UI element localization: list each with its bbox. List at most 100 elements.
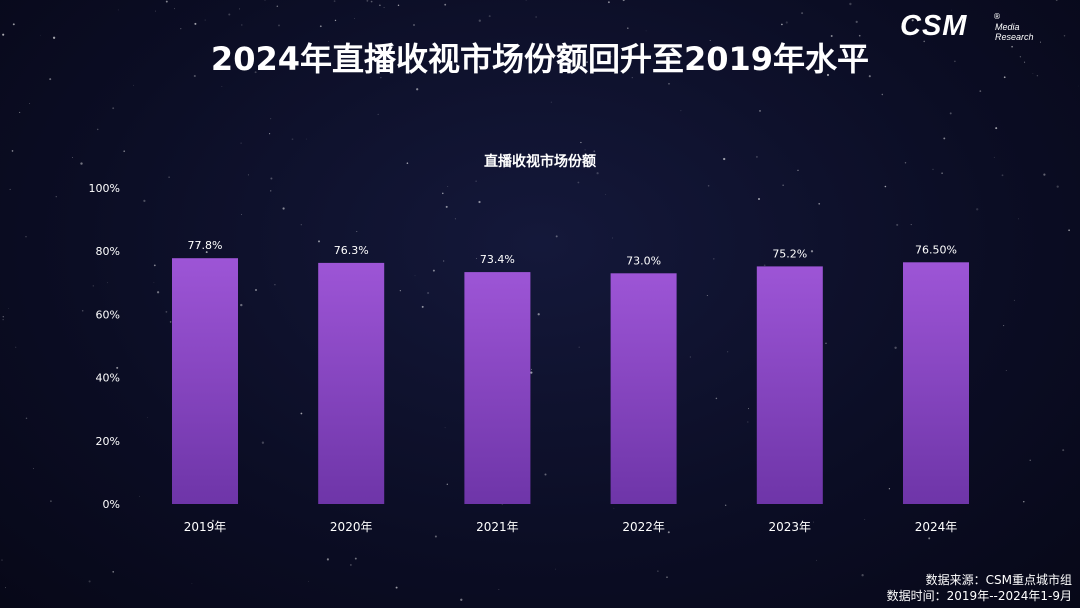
star <box>785 21 788 24</box>
data-label: 75.2% <box>772 247 807 260</box>
star <box>813 521 814 523</box>
star <box>255 289 257 291</box>
star <box>884 185 887 188</box>
star <box>147 416 149 418</box>
star <box>442 192 444 195</box>
star <box>11 150 14 152</box>
star <box>562 62 565 64</box>
star <box>92 285 94 287</box>
x-tick-label: 2020年 <box>330 520 373 534</box>
star <box>593 150 596 153</box>
y-tick-label: 20% <box>96 435 120 448</box>
star <box>397 4 400 7</box>
star <box>156 291 160 294</box>
star <box>460 598 463 601</box>
star <box>1005 370 1007 371</box>
star <box>111 189 114 192</box>
star <box>165 0 168 3</box>
bar-2022年 <box>610 273 677 504</box>
star <box>550 101 552 103</box>
star <box>881 93 884 96</box>
star <box>782 184 784 186</box>
star <box>816 559 817 561</box>
star <box>306 138 307 140</box>
star <box>9 188 11 190</box>
star <box>421 305 424 308</box>
star <box>864 519 866 520</box>
star <box>668 83 670 85</box>
star <box>19 111 21 113</box>
star <box>1 559 3 561</box>
star <box>261 441 265 444</box>
star <box>748 408 749 410</box>
star <box>1061 585 1063 587</box>
star <box>1062 449 1065 452</box>
star <box>706 295 708 296</box>
star <box>354 557 357 560</box>
star <box>544 473 547 476</box>
x-tick-label: 2022年 <box>622 520 665 534</box>
star <box>7 308 9 309</box>
star <box>478 19 481 22</box>
star <box>432 269 435 272</box>
star <box>475 180 477 182</box>
star <box>334 19 337 22</box>
star <box>498 589 500 591</box>
star <box>1055 0 1058 1</box>
star <box>153 282 155 283</box>
star <box>1011 45 1013 48</box>
star <box>50 500 52 503</box>
star <box>910 224 912 226</box>
star <box>55 196 57 198</box>
star <box>954 60 956 63</box>
x-tick-label: 2021年 <box>476 520 519 534</box>
star <box>511 67 513 69</box>
star <box>424 51 426 53</box>
star <box>196 243 199 246</box>
star <box>154 10 156 12</box>
star <box>276 5 279 7</box>
data-label: 76.3% <box>334 244 369 257</box>
star <box>605 194 607 195</box>
star <box>723 157 726 161</box>
star <box>1013 299 1015 301</box>
star <box>356 231 358 233</box>
star <box>416 88 419 91</box>
star <box>1018 218 1019 220</box>
star <box>444 427 446 429</box>
star <box>1056 185 1059 188</box>
star <box>406 162 409 164</box>
star <box>667 531 670 534</box>
star <box>274 284 276 286</box>
star <box>759 110 761 112</box>
star <box>680 110 682 112</box>
star <box>269 133 271 135</box>
star <box>1032 73 1034 74</box>
star <box>270 118 272 120</box>
star <box>478 200 481 204</box>
star <box>291 138 294 141</box>
star <box>300 412 303 415</box>
star <box>444 3 447 6</box>
x-tick-label: 2023年 <box>769 520 812 534</box>
star <box>707 185 710 187</box>
star <box>133 84 134 86</box>
star <box>810 250 814 253</box>
star <box>319 25 322 28</box>
star <box>247 174 249 176</box>
star <box>174 8 175 10</box>
star <box>116 366 119 369</box>
y-tick-label: 0% <box>103 498 120 511</box>
star <box>228 13 231 16</box>
star <box>1068 229 1070 232</box>
star <box>370 0 373 3</box>
star <box>964 576 966 578</box>
star <box>612 237 613 239</box>
star <box>757 197 761 201</box>
star <box>755 155 758 158</box>
star <box>596 172 599 175</box>
logo-subtext-research: Research <box>995 32 1034 42</box>
star <box>447 186 449 188</box>
star <box>631 77 633 79</box>
